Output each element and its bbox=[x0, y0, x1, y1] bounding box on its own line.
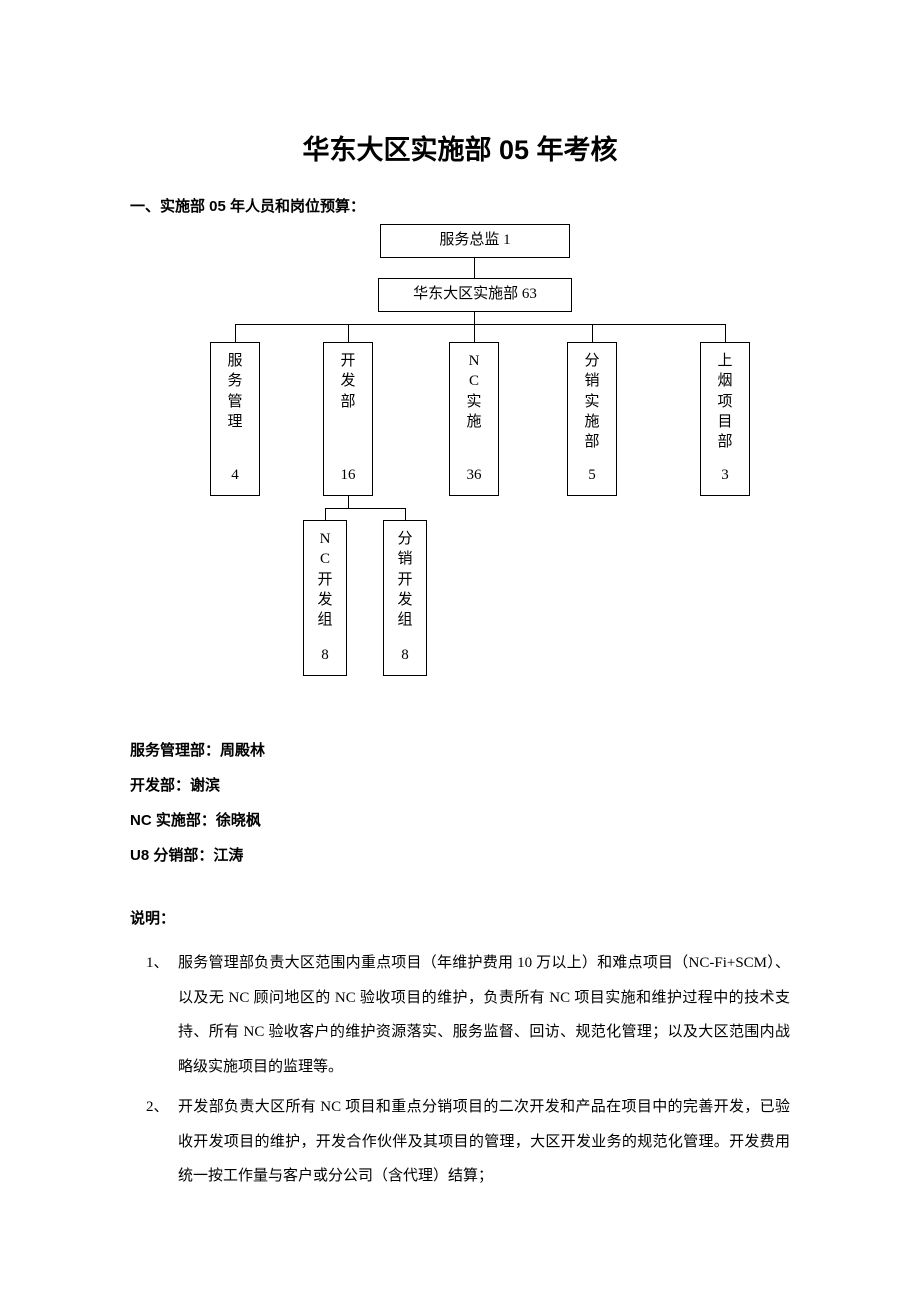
org-chart: 服务总监 1 华东大区实施部 63 服 务 管 理 4 开 发 部 16 bbox=[130, 224, 790, 689]
explain-item: 服务管理部负责大区范围内重点项目（年维护费用 10 万以上）和难点项目（NC-F… bbox=[178, 946, 790, 1084]
manager-dev: 开发部：谢滨 bbox=[130, 774, 790, 795]
explain-list: 服务管理部负责大区范围内重点项目（年维护费用 10 万以上）和难点项目（NC-F… bbox=[130, 946, 790, 1194]
node-director: 服务总监 1 bbox=[380, 224, 570, 258]
explain-label: 说明： bbox=[130, 907, 790, 928]
manager-service: 服务管理部：周殿林 bbox=[130, 739, 790, 760]
manager-nc: NC 实施部：徐晓枫 bbox=[130, 809, 790, 830]
managers-list: 服务管理部：周殿林 开发部：谢滨 NC 实施部：徐晓枫 U8 分销部：江涛 bbox=[130, 739, 790, 865]
node-dept-dist: 分 销 实 施 部 5 bbox=[567, 342, 617, 496]
node-dept-nc: N C 实 施 36 bbox=[449, 342, 499, 496]
explain-item: 开发部负责大区所有 NC 项目和重点分销项目的二次开发和产品在项目中的完善开发，… bbox=[178, 1090, 790, 1194]
node-sub-nc-dev: N C 开 发 组 8 bbox=[303, 520, 347, 676]
node-dept-tobacco: 上 烟 项 目 部 3 bbox=[700, 342, 750, 496]
doc-title: 华东大区实施部 05 年考核 bbox=[130, 128, 790, 167]
section-1-heading: 一、实施部 05 年人员和岗位预算： bbox=[130, 195, 790, 216]
node-dept-service-mgmt: 服 务 管 理 4 bbox=[210, 342, 260, 496]
node-dept-dev: 开 发 部 16 bbox=[323, 342, 373, 496]
manager-u8: U8 分销部：江涛 bbox=[130, 844, 790, 865]
node-region: 华东大区实施部 63 bbox=[378, 278, 572, 312]
node-sub-dist-dev: 分 销 开 发 组 8 bbox=[383, 520, 427, 676]
